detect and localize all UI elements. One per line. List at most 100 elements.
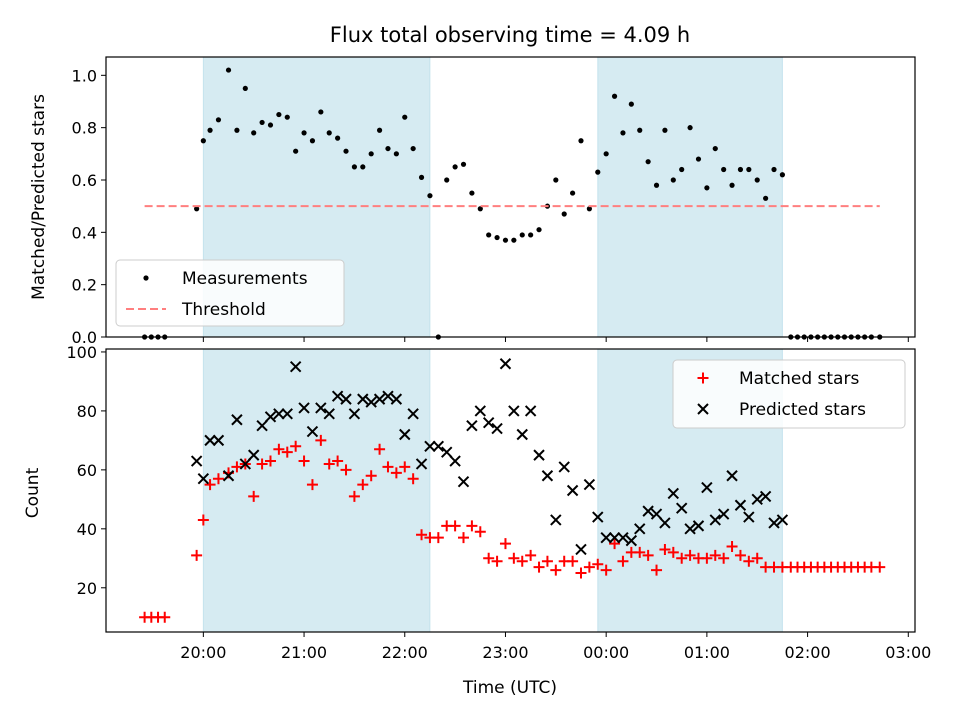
data-point: [595, 169, 601, 175]
data-point: [399, 428, 411, 441]
data-point: [553, 177, 559, 183]
x-axis-label: Time (UTC): [462, 678, 557, 698]
data-point: [659, 543, 671, 555]
data-point: [754, 177, 760, 183]
legend-marker: [697, 403, 709, 415]
data-point: [628, 101, 634, 107]
data-point: [763, 195, 769, 201]
data-point: [231, 414, 243, 426]
data-point: [701, 552, 713, 564]
data-point: [684, 549, 696, 561]
legend-count: Matched stars Predicted stars: [672, 359, 906, 429]
y-tick-label: 0.8: [72, 119, 97, 138]
data-point: [776, 514, 789, 526]
data-point: [482, 416, 495, 429]
data-point: [323, 408, 335, 420]
data-point: [608, 531, 621, 544]
data-point: [642, 549, 654, 561]
data-point: [315, 434, 327, 446]
data-point: [645, 159, 651, 165]
data-point: [231, 461, 243, 473]
data-point: [273, 408, 285, 420]
data-point: [382, 390, 394, 402]
data-point: [567, 555, 579, 567]
x-tick-label: 03:00: [885, 643, 931, 662]
data-point: [427, 193, 433, 199]
data-point: [432, 532, 444, 544]
data-point: [351, 164, 358, 170]
data-point: [679, 166, 685, 173]
data-point: [687, 125, 693, 131]
data-point: [348, 490, 360, 502]
data-point: [486, 232, 492, 238]
data-point: [667, 487, 680, 500]
data-point: [519, 232, 525, 238]
data-point: [335, 135, 341, 141]
data-point: [432, 440, 445, 452]
data-point: [768, 517, 780, 529]
data-point: [466, 419, 478, 432]
data-point: [376, 127, 383, 133]
data-point: [541, 470, 554, 482]
data-point: [407, 408, 419, 420]
data-point: [583, 561, 595, 573]
data-point: [578, 138, 584, 144]
panel-count: 20 40 60 80 100 20:00 21:00 22:00 23:00 00:00 01:0…: [66, 343, 931, 662]
data-point: [340, 464, 352, 476]
data-point: [642, 505, 654, 517]
data-point: [407, 473, 419, 485]
data-point: [779, 172, 786, 178]
data-point: [190, 455, 203, 467]
x-tick-label: 23:00: [482, 643, 528, 662]
data-point: [273, 443, 285, 455]
data-point: [751, 552, 763, 564]
data-point: [197, 514, 209, 526]
data-point: [566, 484, 579, 497]
data-point: [617, 531, 629, 544]
data-point: [247, 449, 260, 461]
shaded-interval-0: [202, 348, 431, 633]
legend-label: Measurements: [182, 269, 308, 289]
data-point: [306, 425, 319, 438]
y-tick-label: 100: [66, 343, 97, 362]
data-point: [516, 555, 528, 567]
data-point: [301, 130, 307, 136]
data-point: [340, 393, 352, 405]
data-point: [709, 514, 721, 526]
data-point: [343, 148, 349, 154]
data-point: [460, 161, 467, 167]
data-point: [194, 206, 200, 212]
data-point: [399, 461, 411, 473]
data-point: [729, 182, 735, 188]
data-point: [474, 405, 486, 417]
data-point: [212, 473, 224, 485]
x-tick-label: 02:00: [785, 643, 831, 662]
data-point: [600, 564, 612, 576]
data-point: [637, 127, 643, 133]
data-point: [373, 393, 386, 405]
legend-marker: [143, 275, 149, 281]
data-point: [309, 138, 316, 144]
data-point: [390, 393, 403, 405]
data-point: [441, 446, 453, 458]
data-point: [204, 479, 216, 491]
data-point: [609, 538, 621, 550]
data-point: [390, 467, 402, 479]
data-point: [528, 232, 534, 238]
data-point: [225, 67, 232, 73]
data-point: [499, 538, 511, 550]
data-point: [617, 555, 629, 567]
data-point: [207, 127, 213, 133]
data-point: [695, 156, 702, 162]
data-point: [298, 402, 310, 414]
data-point: [197, 473, 210, 485]
data-point: [332, 455, 344, 467]
data-point: [415, 458, 428, 470]
data-point: [759, 490, 772, 503]
data-point: [457, 475, 470, 488]
x-tick-label: 00:00: [583, 643, 629, 662]
data-point: [191, 549, 203, 561]
data-point: [734, 499, 747, 511]
data-point: [634, 546, 646, 558]
